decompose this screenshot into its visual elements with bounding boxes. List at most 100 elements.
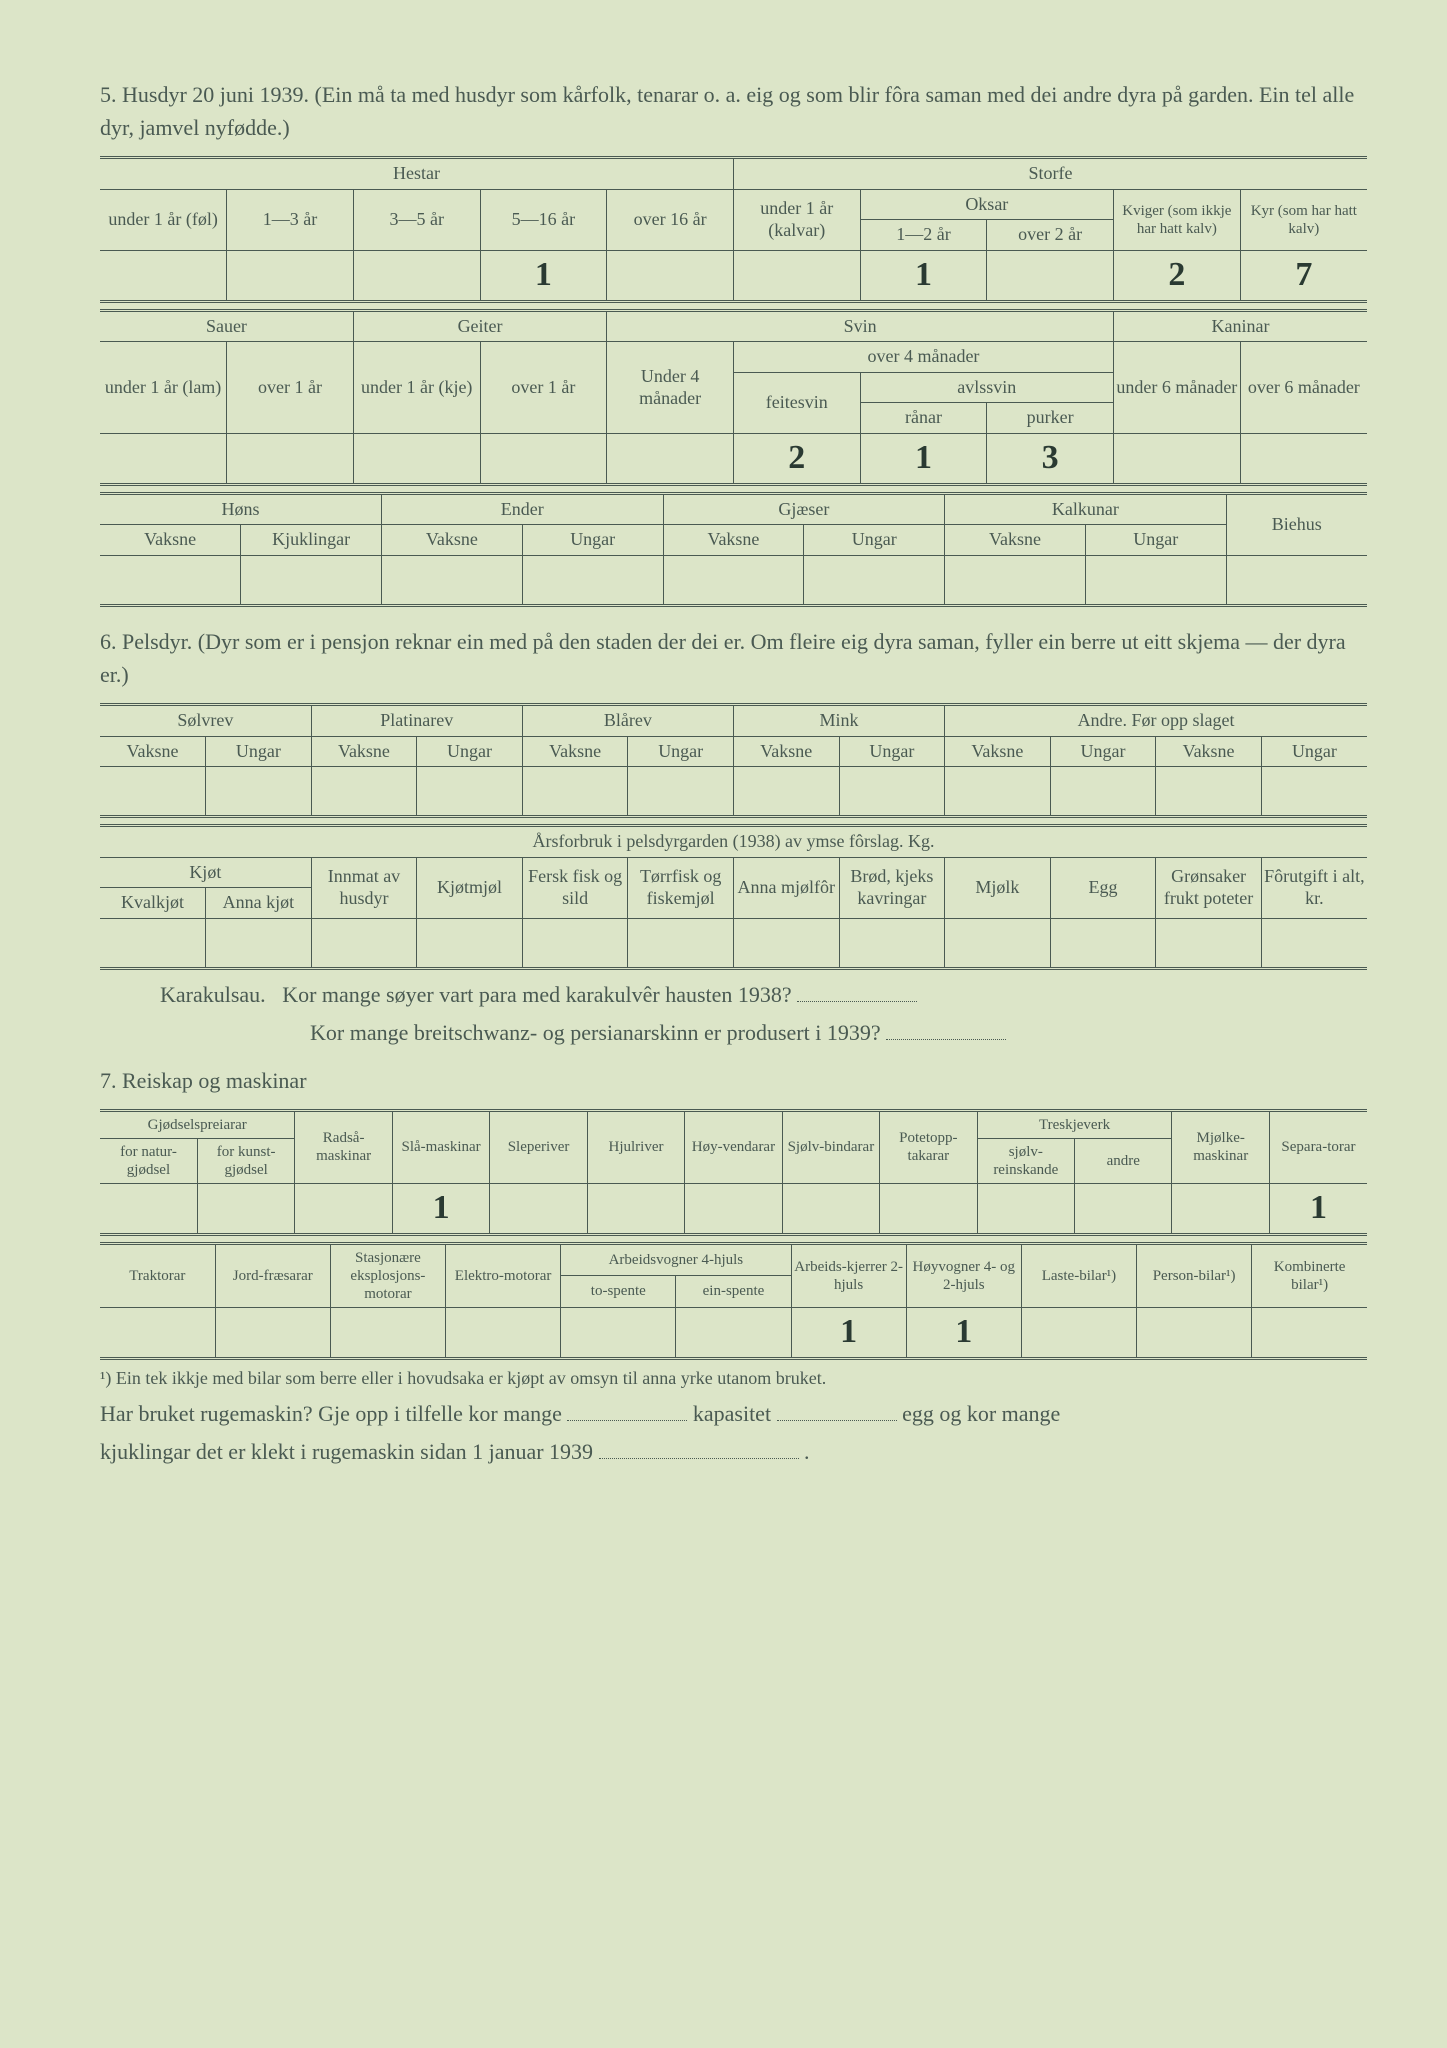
ruge-a3[interactable] (599, 1437, 799, 1459)
for-v4[interactable] (522, 918, 628, 968)
ruge-a1[interactable] (567, 1399, 687, 1421)
r2-v10[interactable] (1252, 1307, 1367, 1358)
pels-v6[interactable] (733, 767, 839, 817)
r1-v9[interactable] (977, 1183, 1074, 1234)
pels-v0[interactable] (100, 767, 206, 817)
pels-v3[interactable] (417, 767, 523, 817)
r2-v6[interactable]: 1 (791, 1307, 906, 1358)
section-6-heading: 6. Pelsdyr. (Dyr som er i pensjon reknar… (100, 625, 1367, 691)
for-v9[interactable] (1050, 918, 1156, 968)
poultry-v3[interactable] (522, 555, 663, 605)
svin-v1[interactable]: 2 (733, 433, 860, 484)
hestar-v4[interactable] (607, 250, 734, 301)
r2-v1[interactable] (215, 1307, 330, 1358)
pels-v5[interactable] (628, 767, 734, 817)
kaninar-v0[interactable] (1114, 433, 1241, 484)
r2-v5[interactable] (676, 1307, 791, 1358)
svin-v0[interactable] (607, 433, 734, 484)
storfe-v4[interactable]: 7 (1240, 250, 1367, 301)
for-c2: Innmat av husdyr (311, 857, 417, 918)
hestar-v1[interactable] (227, 250, 354, 301)
poultry-v1[interactable] (241, 555, 382, 605)
r2-v4[interactable] (561, 1307, 676, 1358)
pot: Potetopp-takarar (880, 1110, 977, 1183)
pels-v1[interactable] (206, 767, 312, 817)
r2-v8[interactable] (1021, 1307, 1136, 1358)
hestar-v3[interactable]: 1 (480, 250, 607, 301)
svin-group: Svin (607, 310, 1114, 342)
pels-v10[interactable] (1156, 767, 1262, 817)
r1-v5[interactable] (587, 1183, 684, 1234)
poultry-v4[interactable] (663, 555, 804, 605)
pels-v11[interactable] (1261, 767, 1367, 817)
p-s10: Vaksne (1156, 736, 1262, 767)
komb: Kombinerte bilar¹) (1252, 1243, 1367, 1307)
pels-v2[interactable] (311, 767, 417, 817)
storfe-v3[interactable]: 2 (1114, 250, 1241, 301)
for-v3[interactable] (417, 918, 523, 968)
hestar-v2[interactable] (353, 250, 480, 301)
pels-v7[interactable] (839, 767, 945, 817)
arbvogn-c1: to-spente (561, 1276, 676, 1307)
section-7-heading: 7. Reiskap og maskinar (100, 1064, 1367, 1097)
sauer-v0[interactable] (100, 433, 227, 484)
for-c0: Kvalkjøt (100, 888, 206, 919)
for-v10[interactable] (1156, 918, 1262, 968)
for-v7[interactable] (839, 918, 945, 968)
r1-v12[interactable]: 1 (1269, 1183, 1367, 1234)
pels-v9[interactable] (1050, 767, 1156, 817)
pels-v8[interactable] (945, 767, 1051, 817)
r2-v0[interactable] (100, 1307, 215, 1358)
r1-v3[interactable]: 1 (392, 1183, 489, 1234)
poultry-v6[interactable] (945, 555, 1086, 605)
for-v1[interactable] (206, 918, 312, 968)
r2-v9[interactable] (1137, 1307, 1252, 1358)
sjolv: Sjølv-bindarar (782, 1110, 879, 1183)
kaninar-v1[interactable] (1240, 433, 1367, 484)
r1-v4[interactable] (490, 1183, 587, 1234)
r2-v7[interactable]: 1 (906, 1307, 1021, 1358)
svin-v3[interactable]: 3 (987, 433, 1114, 484)
p-s11: Ungar (1261, 736, 1367, 767)
karakul-a2[interactable] (886, 1018, 1006, 1040)
r1-v7[interactable] (782, 1183, 879, 1234)
for-c11: Fôrutgift i alt, kr. (1261, 857, 1367, 918)
svin-avlssvin: avlssvin (860, 372, 1113, 403)
sauer-v1[interactable] (227, 433, 354, 484)
r2-v3[interactable] (446, 1307, 561, 1358)
r2-v2[interactable] (330, 1307, 445, 1358)
r1-v1[interactable] (197, 1183, 294, 1234)
for-v6[interactable] (733, 918, 839, 968)
r1-v11[interactable] (1172, 1183, 1269, 1234)
svin-v2[interactable]: 1 (860, 433, 987, 484)
for-v11[interactable] (1261, 918, 1367, 968)
storfe-v0[interactable] (733, 250, 860, 301)
r1-v8[interactable] (880, 1183, 977, 1234)
for-v2[interactable] (311, 918, 417, 968)
for-v5[interactable] (628, 918, 734, 968)
storfe-v2[interactable] (987, 250, 1114, 301)
r1-v0[interactable] (100, 1183, 197, 1234)
r1-v6[interactable] (685, 1183, 782, 1234)
for-c3: Kjøtmjøl (417, 857, 523, 918)
poultry-v0[interactable] (100, 555, 241, 605)
karakul-a1[interactable] (797, 980, 917, 1002)
geiter-v1[interactable] (480, 433, 607, 484)
storfe-v1[interactable]: 1 (860, 250, 987, 301)
for-v8[interactable] (945, 918, 1051, 968)
poultry-v5[interactable] (804, 555, 945, 605)
for-c1: Anna kjøt (206, 888, 312, 919)
geiter-v0[interactable] (353, 433, 480, 484)
r1-v2[interactable] (295, 1183, 392, 1234)
poultry-v2[interactable] (382, 555, 523, 605)
pels-g0: Sølvrev (100, 704, 311, 736)
hestar-v0[interactable] (100, 250, 227, 301)
for-c6: Anna mjølfôr (733, 857, 839, 918)
pels-v4[interactable] (522, 767, 628, 817)
poultry-v8[interactable] (1226, 555, 1367, 605)
r1-v10[interactable] (1075, 1183, 1172, 1234)
ruge-a2[interactable] (777, 1399, 897, 1421)
poultry-v7[interactable] (1085, 555, 1226, 605)
for-v0[interactable] (100, 918, 206, 968)
census-form-page: 5. Husdyr 20 juni 1939. (Ein må ta med h… (0, 0, 1447, 2048)
